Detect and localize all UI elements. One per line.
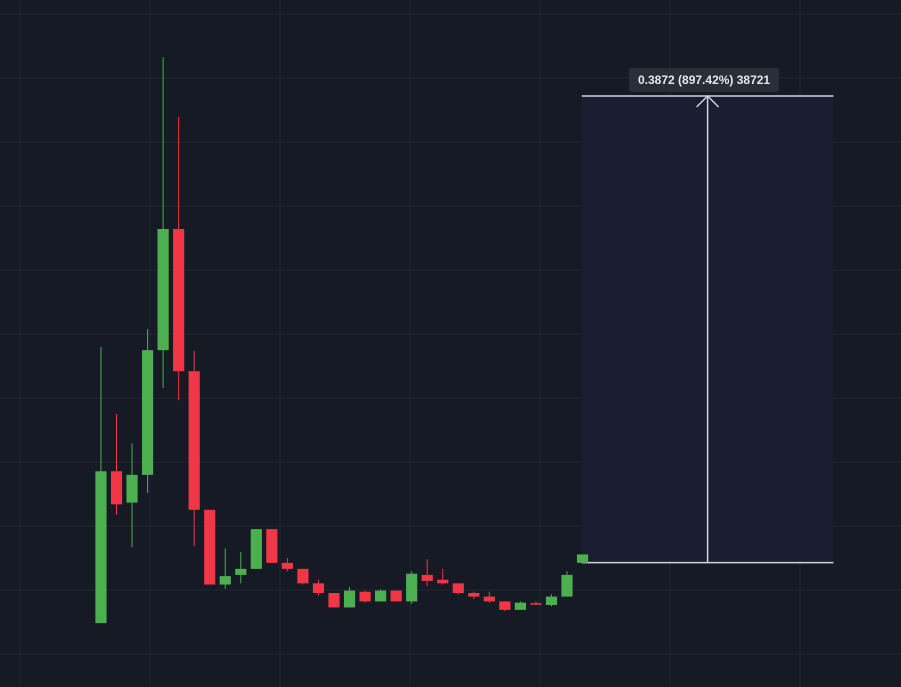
candle-body — [281, 562, 293, 569]
candle-body — [188, 371, 200, 510]
candle-body — [530, 603, 542, 605]
candle-body — [312, 583, 325, 593]
candle-body — [328, 592, 340, 608]
candle-body — [421, 574, 433, 581]
measure-arrow-icon — [696, 94, 720, 108]
candle-body — [545, 596, 558, 606]
measure-label: 0.3872 (897.42%) 38721 — [629, 68, 780, 92]
candle-body — [437, 579, 449, 584]
candle-body — [514, 602, 526, 610]
candle-body — [406, 573, 418, 602]
candle-body — [173, 229, 185, 372]
candle-body — [390, 590, 402, 602]
candle-body — [141, 350, 154, 475]
candle-body — [157, 229, 169, 351]
candle-body — [126, 474, 138, 503]
candle-body — [250, 529, 262, 569]
candle-body — [219, 576, 231, 585]
candle-body — [561, 574, 573, 597]
candle-body — [375, 590, 387, 602]
candle-body — [499, 601, 511, 610]
candle-body — [95, 471, 107, 624]
candle-body — [452, 583, 464, 593]
candle-body — [359, 591, 371, 602]
candle-body — [110, 471, 123, 505]
candle-body — [483, 596, 495, 602]
candle-body — [204, 509, 216, 585]
candle-body — [297, 568, 309, 584]
candle-body — [468, 592, 480, 597]
candle-body — [266, 529, 278, 563]
candle-body — [576, 554, 589, 563]
candle-body — [235, 568, 247, 575]
candle-body — [343, 590, 356, 608]
